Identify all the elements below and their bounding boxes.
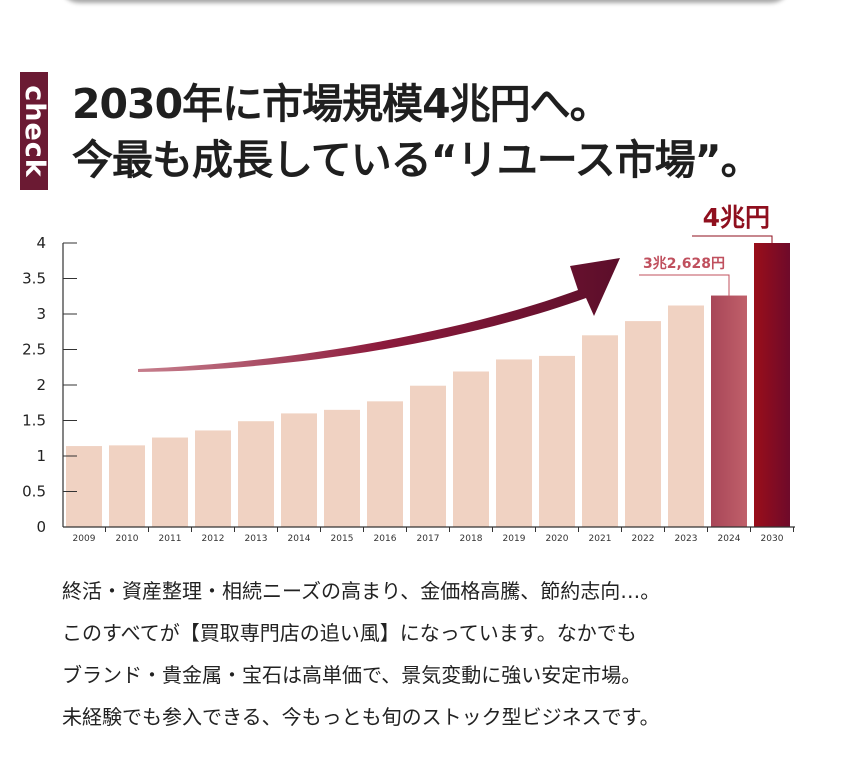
y-tick-label-2: 2 — [36, 376, 46, 394]
bar-2013 — [238, 421, 274, 527]
x-tick-label-2014: 2014 — [288, 534, 311, 544]
annotation-leader-2030 — [692, 235, 773, 243]
x-tick-label-2018: 2018 — [460, 534, 483, 544]
x-tick-label-2011: 2011 — [159, 534, 182, 544]
bar-2021 — [582, 335, 618, 527]
y-tick-label-4: 4 — [36, 234, 46, 252]
annotation-label-2024: 3兆2,628円 — [643, 256, 725, 272]
check-tag: check — [18, 72, 50, 190]
x-tick-label-2012: 2012 — [202, 534, 225, 544]
bar-2016 — [367, 401, 403, 527]
y-tick-label-0: 0 — [36, 518, 46, 536]
bar-2020 — [539, 355, 575, 527]
headline-line-2: 今最も成長している“リユース市場”。 — [72, 136, 762, 184]
market-size-bar-chart: 2009 2010 2011 2012 2013 2014 2015 2016 2017 2018… — [22, 203, 795, 544]
x-tick-label-2010: 2010 — [116, 534, 139, 544]
bar-2011 — [152, 437, 188, 527]
bar-2023 — [668, 305, 704, 527]
x-tick-label-2022: 2022 — [632, 534, 655, 544]
body-line-2: このすべてが【買取専門店の追い風】になっています。なかでも — [62, 621, 637, 645]
x-tick-label-2013: 2013 — [245, 534, 268, 544]
annotation-leader-2024 — [639, 274, 730, 296]
bar-2012 — [195, 430, 231, 527]
growth-arrow — [138, 258, 620, 372]
bar-2009 — [66, 446, 102, 527]
bar-2030 — [754, 243, 790, 527]
bar-2024 — [711, 295, 747, 527]
x-tick-label-2009: 2009 — [73, 534, 96, 544]
x-tick-label-2020: 2020 — [546, 534, 569, 544]
annotations-layer: 3兆2,628円 4兆円 — [639, 203, 773, 296]
headline: 2030年に市場規模4兆円へ。 今最も成長している“リユース市場”。 — [72, 76, 762, 188]
x-tick-label-2016: 2016 — [374, 534, 397, 544]
x-tick-label-2015: 2015 — [331, 534, 354, 544]
bar-2017 — [410, 385, 446, 527]
body-text: 終活・資産整理・相続ニーズの高まり、金価格高騰、節約志向…。 このすべてが【買取… — [62, 570, 802, 738]
bar-2022 — [625, 321, 661, 527]
bar-2010 — [109, 445, 145, 527]
x-tick-label-2019: 2019 — [503, 534, 526, 544]
y-tick-label-0-5: 0.5 — [22, 483, 46, 501]
x-tick-label-2017: 2017 — [417, 534, 440, 544]
x-tick-label-2021: 2021 — [589, 534, 612, 544]
x-tick-label-2030: 2030 — [761, 534, 784, 544]
y-tick-label-1-5: 1.5 — [22, 412, 46, 430]
bar-2015 — [324, 409, 360, 527]
y-tick-label-3-5: 3.5 — [22, 270, 46, 288]
x-tick-label-2024: 2024 — [718, 534, 741, 544]
check-label: check — [18, 84, 50, 178]
body-line-4: 未経験でも参入できる、今もっとも旬のストック型ビジネスです。 — [62, 705, 660, 729]
y-tick-label-1: 1 — [36, 447, 46, 465]
axes-layer: 2009 2010 2011 2012 2013 2014 2015 2016 2017 2018… — [22, 234, 795, 544]
bar-2014 — [281, 413, 317, 527]
x-tick-label-2023: 2023 — [675, 534, 698, 544]
body-line-1: 終活・資産整理・相続ニーズの高まり、金価格高騰、節約志向…。 — [62, 579, 661, 603]
bar-2019 — [496, 359, 532, 527]
y-tick-label-3: 3 — [36, 305, 46, 323]
y-tick-label-2-5: 2.5 — [22, 341, 46, 359]
body-line-3: ブランド・貴金属・宝石は高単価で、景気変動に強い安定市場。 — [62, 663, 642, 687]
headline-line-1: 2030年に市場規模4兆円へ。 — [72, 80, 611, 128]
bars-layer — [66, 243, 790, 527]
bar-2018 — [453, 371, 489, 527]
annotation-label-2030: 4兆円 — [703, 203, 770, 232]
